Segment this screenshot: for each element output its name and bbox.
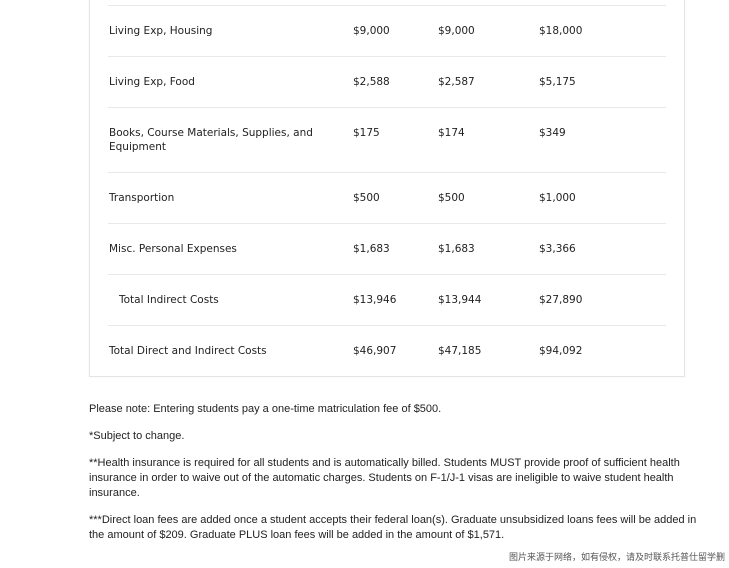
- cell-value: $500: [353, 192, 380, 204]
- row-label: Living Exp, Housing: [109, 25, 213, 37]
- health-insurance-note: **Health insurance is required for all s…: [89, 457, 680, 499]
- table-row: Total Direct and Indirect Costs $46,907 …: [108, 325, 666, 376]
- loan-fees-note: ***Direct loan fees are added once a stu…: [89, 514, 697, 541]
- table-row: Living Exp, Housing $9,000 $9,000 $18,00…: [108, 5, 666, 56]
- table-row: Total Indirect Costs $13,946 $13,944 $27…: [108, 274, 666, 325]
- table-row: Living Exp, Food $2,588 $2,587 $5,175: [108, 56, 666, 107]
- cell-value: $1,683: [438, 243, 475, 255]
- row-label: Living Exp, Food: [109, 76, 195, 88]
- cell-total: $18,000: [539, 25, 583, 37]
- table-row: Books, Course Materials, Supplies, and E…: [108, 107, 666, 172]
- cell-value: $9,000: [438, 25, 475, 37]
- cell-total: $1,000: [539, 192, 576, 204]
- subject-to-change-note: *Subject to change.: [89, 430, 185, 442]
- table-row: Misc. Personal Expenses $1,683 $1,683 $3…: [108, 223, 666, 274]
- footnotes: Please note: Entering students pay a one…: [89, 402, 709, 543]
- cost-table-card: Living Exp, Housing $9,000 $9,000 $18,00…: [89, 0, 685, 377]
- cell-total: $349: [539, 127, 566, 139]
- cell-value: $175: [353, 127, 380, 139]
- row-label: Transportion: [109, 192, 175, 204]
- cost-table: Living Exp, Housing $9,000 $9,000 $18,00…: [108, 5, 666, 376]
- cell-value: $47,185: [438, 345, 482, 357]
- cell-total: $94,092: [539, 345, 583, 357]
- row-label: Total Indirect Costs: [119, 294, 219, 306]
- cell-total: $5,175: [539, 76, 576, 88]
- row-label: Misc. Personal Expenses: [109, 243, 237, 255]
- matriculation-note: Please note: Entering students pay a one…: [89, 403, 442, 415]
- cell-value: $500: [438, 192, 465, 204]
- row-label: Books, Course Materials, Supplies, and E…: [109, 127, 313, 153]
- cell-value: $9,000: [353, 25, 390, 37]
- cell-value: $2,587: [438, 76, 475, 88]
- cell-value: $2,588: [353, 76, 390, 88]
- cell-value: $46,907: [353, 345, 397, 357]
- cell-value: $174: [438, 127, 465, 139]
- watermark: 图片来源于网络，如有侵权，请及时联系托普仕留学删: [509, 553, 726, 563]
- cell-total: $27,890: [539, 294, 583, 306]
- cell-value: $13,946: [353, 294, 397, 306]
- cell-value: $1,683: [353, 243, 390, 255]
- row-label: Total Direct and Indirect Costs: [109, 345, 267, 357]
- table-row: Transportion $500 $500 $1,000: [108, 172, 666, 223]
- cell-value: $13,944: [438, 294, 482, 306]
- cell-total: $3,366: [539, 243, 576, 255]
